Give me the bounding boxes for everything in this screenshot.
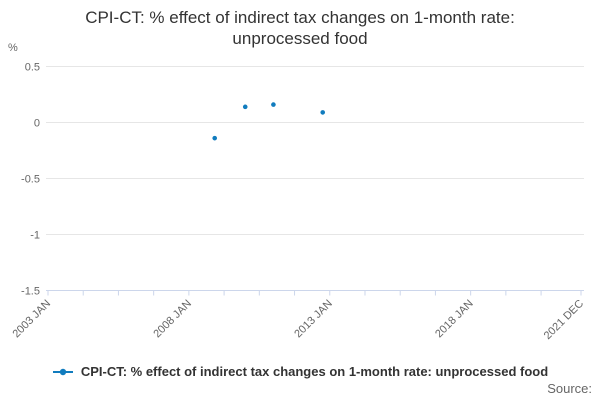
x-tick-label: 2008 JAN: [151, 298, 194, 341]
chart-title-line1: CPI-CT: % effect of indirect tax changes…: [85, 8, 515, 27]
y-tick-label: 0.5: [25, 62, 40, 74]
data-point[interactable]: [320, 110, 326, 115]
legend-item[interactable]: CPI-CT: % effect of indirect tax changes…: [0, 364, 600, 379]
x-tick-label: 2021 DEC: [542, 298, 586, 342]
x-tick-label: 2013 JAN: [292, 298, 335, 341]
data-point[interactable]: [242, 104, 248, 110]
y-tick-label: 0: [34, 118, 40, 130]
legend-marker-icon: [52, 368, 73, 375]
x-tick-label: 2018 JAN: [433, 298, 476, 341]
data-point[interactable]: [271, 102, 276, 107]
data-point[interactable]: [212, 135, 218, 141]
y-axis-unit-label: %: [8, 42, 18, 54]
x-tick-label: 2003 JAN: [10, 298, 53, 341]
y-tick-label: -1: [30, 230, 40, 242]
source-label: Source:: [547, 381, 592, 396]
chart-title: CPI-CT: % effect of indirect tax changes…: [0, 7, 600, 49]
legend-label: CPI-CT: % effect of indirect tax changes…: [80, 364, 549, 379]
y-tick-label: -1.5: [21, 286, 40, 298]
chart-title-line2: unprocessed food: [232, 29, 368, 48]
y-tick-label: -0.5: [21, 174, 40, 186]
